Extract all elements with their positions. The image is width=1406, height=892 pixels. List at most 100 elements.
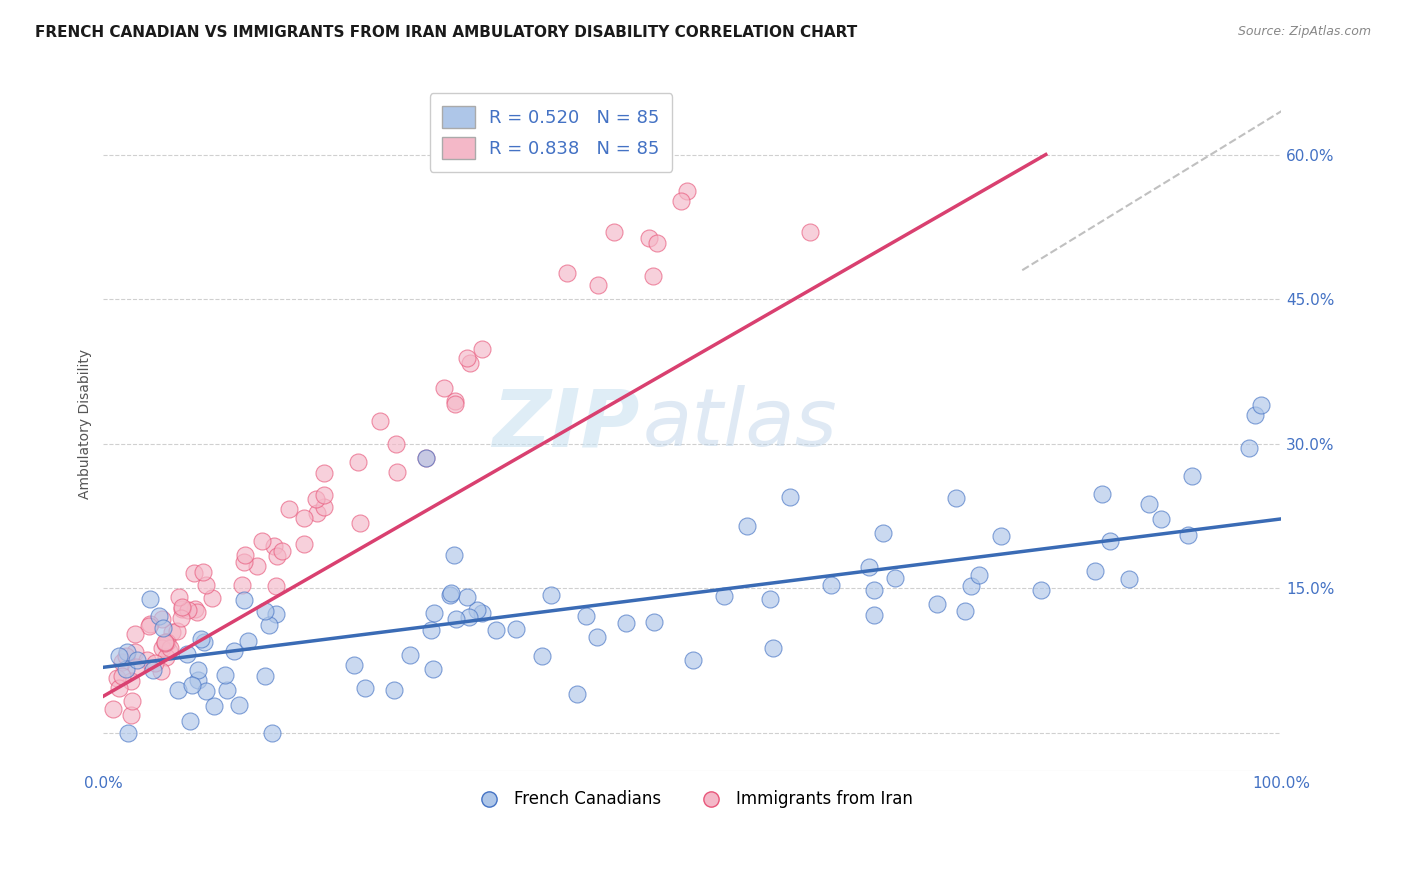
Point [263,539,285,553]
Point [233,556,256,570]
Point [186,605,208,619]
Point [179,714,201,728]
Point [167,683,190,698]
Point [456,351,478,365]
Point [735,519,758,533]
Point [420,623,443,637]
Point [1084,564,1107,578]
Point [872,526,894,541]
Point [172,599,194,614]
Point [231,578,253,592]
Point [858,560,880,574]
Text: FRENCH CANADIAN VS IMMIGRANTS FROM IRAN AMBULATORY DISABILITY CORRELATION CHART: FRENCH CANADIAN VS IMMIGRANTS FROM IRAN … [35,25,858,40]
Point [176,647,198,661]
Point [990,529,1012,543]
Point [160,625,183,640]
Point [863,582,886,597]
Point [575,608,598,623]
Point [671,194,693,209]
Point [305,492,328,507]
Point [643,268,665,283]
Text: Source: ZipAtlas.com: Source: ZipAtlas.com [1237,25,1371,38]
Point [343,657,366,672]
Point [236,634,259,648]
Point [643,615,665,630]
Point [555,266,578,280]
Point [676,184,699,198]
Y-axis label: Ambulatory Disability: Ambulatory Disability [79,350,93,500]
Point [153,635,176,649]
Point [471,607,494,621]
Point [530,649,553,664]
Point [1099,533,1122,548]
Point [307,506,329,520]
Point [153,636,176,650]
Point [138,619,160,633]
Point [121,694,143,708]
Point [260,726,283,740]
Point [202,699,225,714]
Point [565,687,588,701]
Point [228,698,250,713]
Point [415,451,437,466]
Point [142,663,165,677]
Point [456,590,478,604]
Point [194,683,217,698]
Point [201,591,224,605]
Point [187,673,209,688]
Point [1244,408,1267,422]
Point [1031,582,1053,597]
Point [233,548,256,562]
Point [1181,468,1204,483]
Point [292,537,315,551]
Point [471,342,494,356]
Point [637,230,659,244]
Point [415,451,437,466]
Point [645,236,668,251]
Point [398,648,420,663]
Point [863,607,886,622]
Point [232,593,254,607]
Point [120,674,142,689]
Point [433,381,456,395]
Point [150,640,173,655]
Point [422,606,444,620]
Point [107,681,129,695]
Point [820,578,842,592]
Point [278,502,301,516]
Point [762,640,785,655]
Point [124,644,146,658]
Point [312,500,335,515]
Point [603,226,626,240]
Point [586,630,609,644]
Point [194,578,217,592]
Point [682,652,704,666]
Point [384,436,406,450]
Point [111,655,134,669]
Point [440,586,463,600]
Point [166,624,188,638]
Point [422,662,444,676]
Point [117,726,139,740]
Point [349,516,371,530]
Point [1177,528,1199,542]
Text: atlas: atlas [643,385,838,464]
Point [505,622,527,636]
Legend: French Canadians, Immigrants from Iran: French Canadians, Immigrants from Iran [465,784,920,815]
Point [105,671,128,685]
Point [183,566,205,580]
Point [1137,497,1160,511]
Point [150,611,173,625]
Point [120,707,142,722]
Point [111,669,134,683]
Point [312,488,335,502]
Point [217,683,239,698]
Point [485,624,508,638]
Text: ZIP: ZIP [492,385,640,464]
Point [139,617,162,632]
Point [368,414,391,428]
Point [353,681,375,696]
Point [387,465,409,479]
Point [184,602,207,616]
Point [271,544,294,558]
